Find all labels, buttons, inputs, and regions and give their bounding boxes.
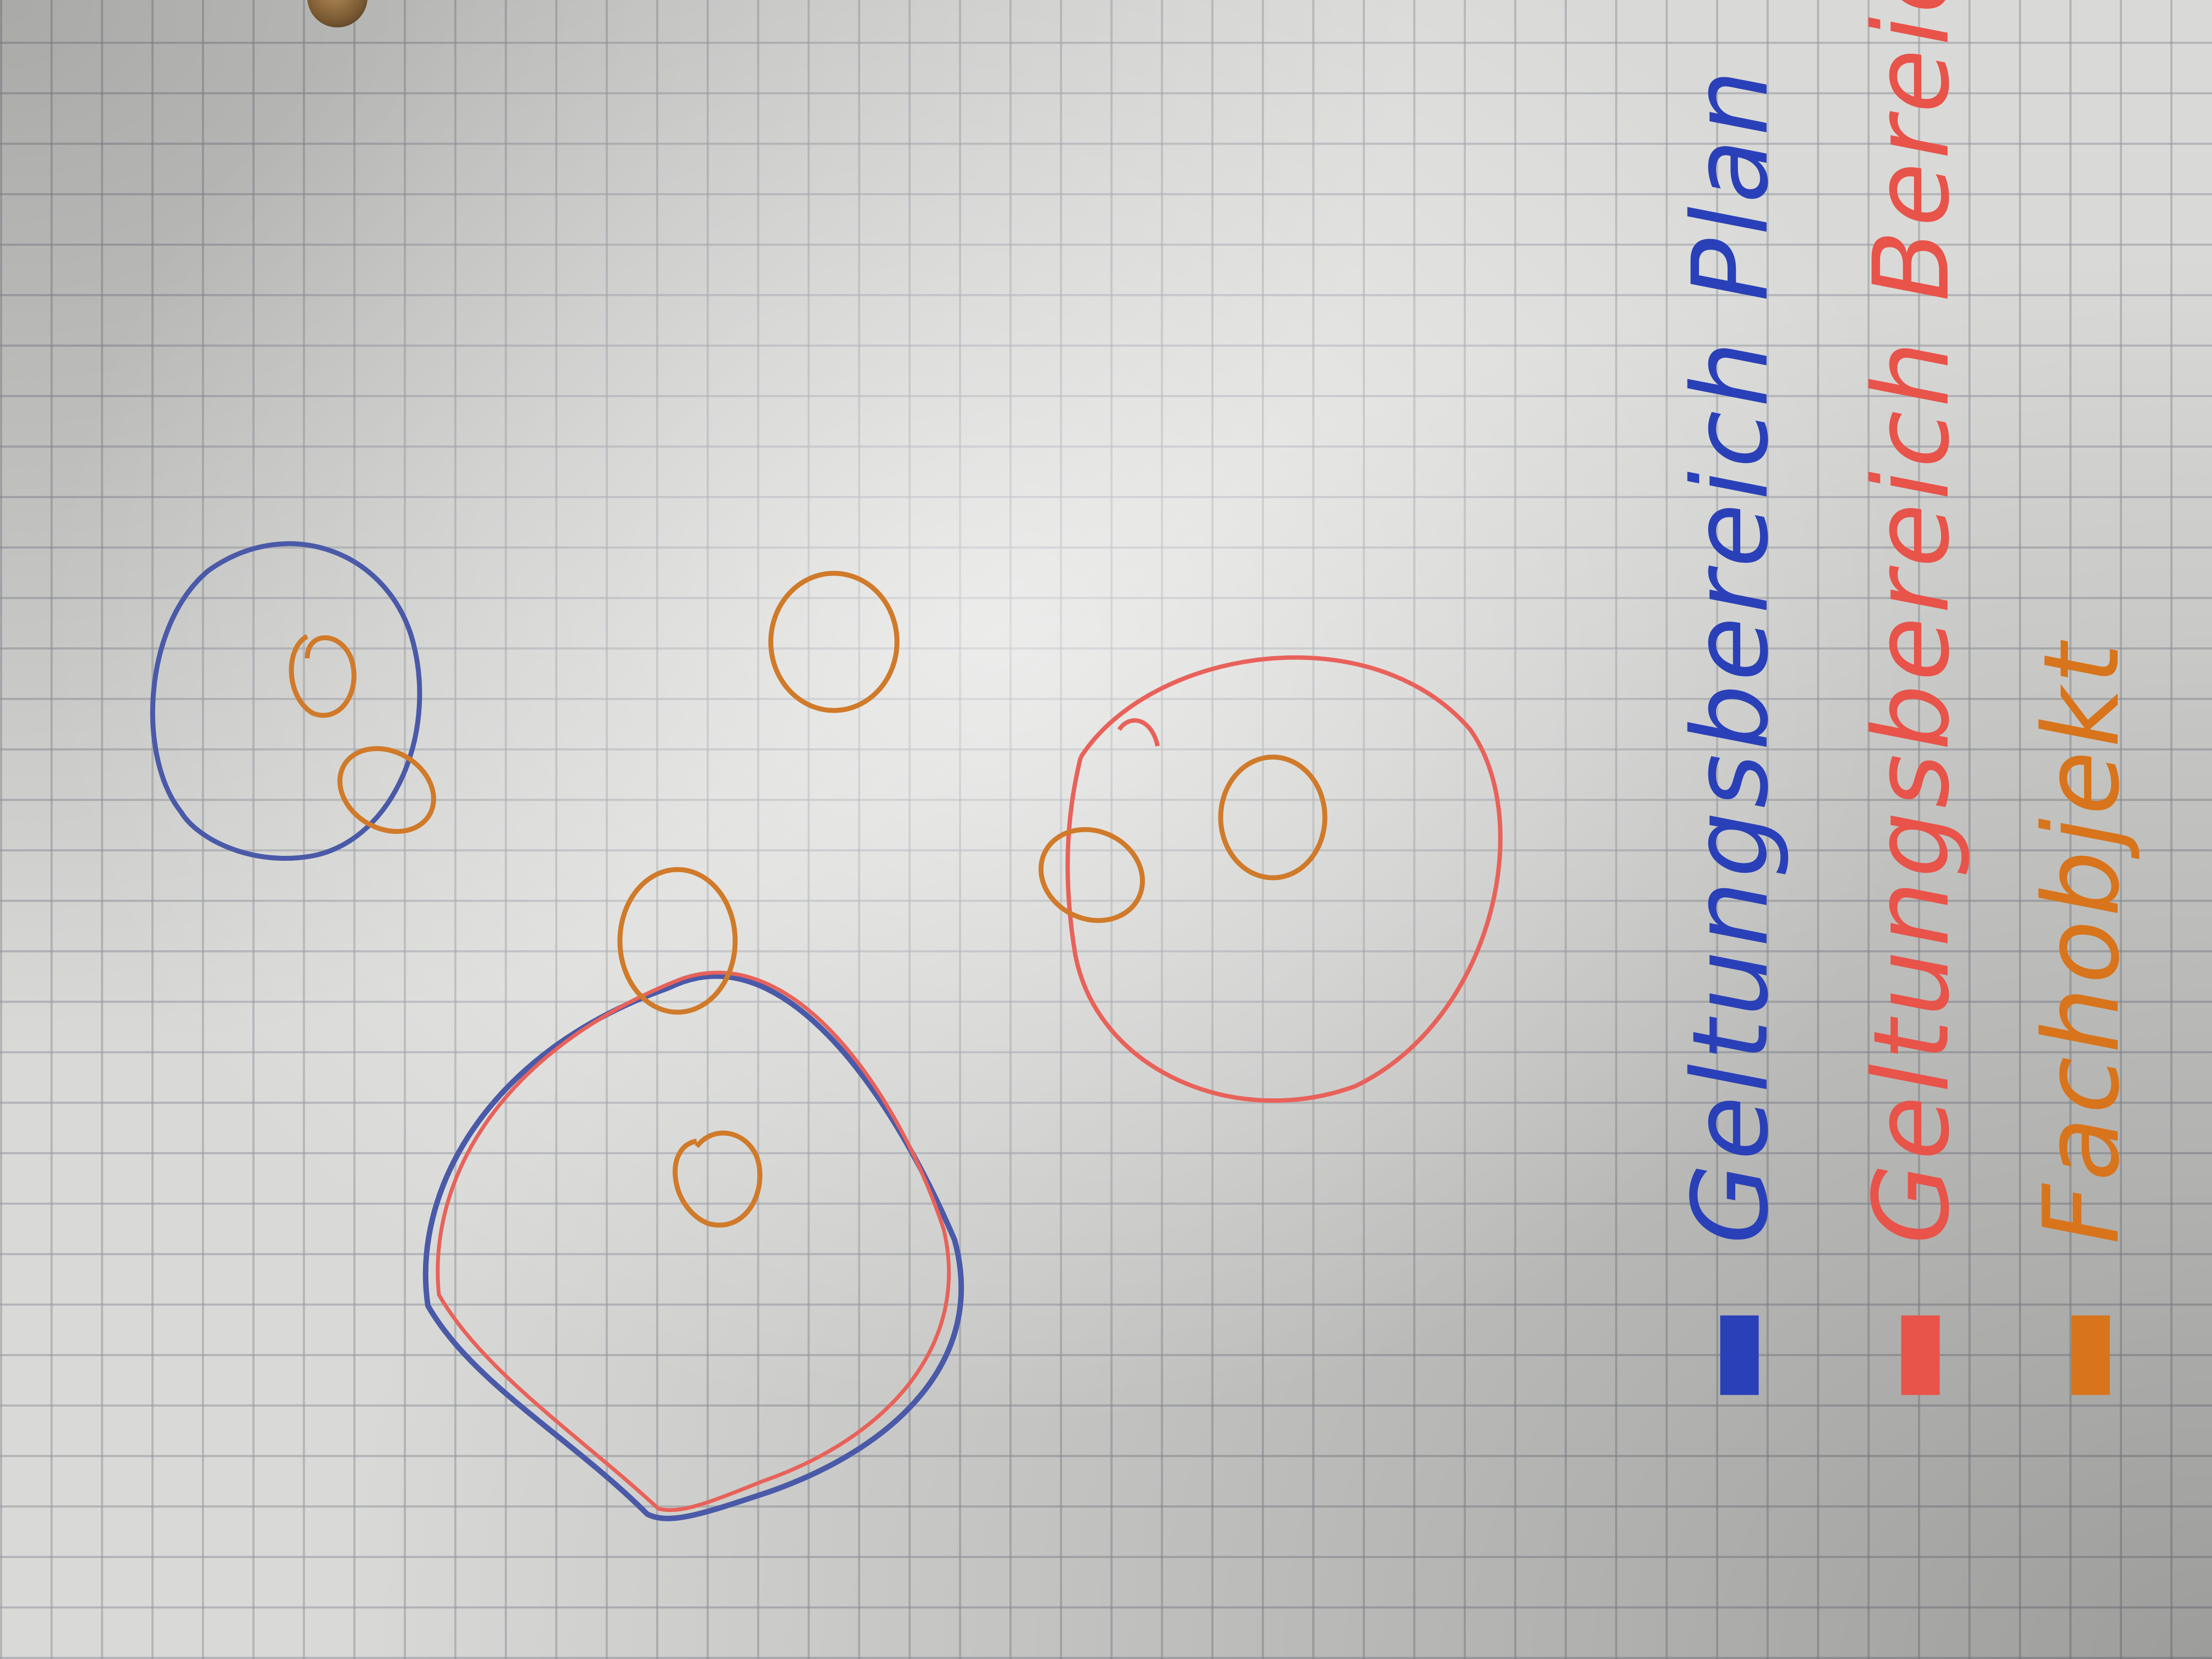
fachobjekt-circle [1218, 754, 1328, 881]
legend-label-fachobjekt: Fachobjekt [2021, 640, 2142, 1244]
legend-label-bereich: Geltungsbereich Bereich [1851, 0, 1972, 1244]
legend-item-fachobjekt: ▬ Fachobjekt [2021, 640, 2142, 1404]
bereich-area-right-mark [1117, 718, 1160, 747]
legend-label-plan: Geltungsbereich Plan [1670, 66, 1791, 1244]
fachobjekt-circle [289, 634, 357, 718]
plan-area-large [422, 973, 964, 1521]
fachobjekt-circle [768, 571, 900, 713]
fachobjekt-circle [337, 746, 436, 834]
legend-marker-plan: ▬ [1670, 1302, 1791, 1404]
legend-item-bereich: ▬ Geltungsbereich Bereich [1851, 0, 1972, 1404]
legend-marker-fachobjekt: ▬ [2021, 1302, 2142, 1404]
legend-item-plan: ▬ Geltungsbereich Plan [1670, 66, 1791, 1404]
legend: ▬ Geltungsbereich Plan ▬ Geltungsbereich… [1670, 0, 2142, 1404]
legend-marker-bereich: ▬ [1851, 1302, 1972, 1404]
plan-area-small [150, 541, 422, 861]
fachobjekt-circle [673, 1130, 763, 1228]
bereich-area-right [1065, 655, 1503, 1103]
fachobjekt-circle [1039, 827, 1145, 923]
bereich-area-large [436, 970, 951, 1512]
fachobjekt-circle [617, 867, 738, 1015]
